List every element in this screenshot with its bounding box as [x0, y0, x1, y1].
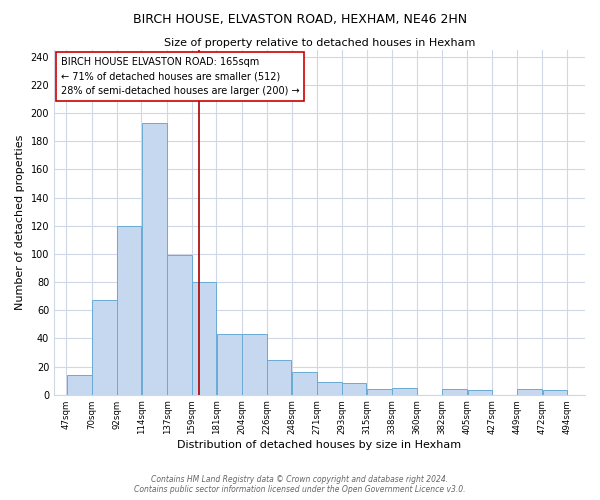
Text: Contains HM Land Registry data © Crown copyright and database right 2024.
Contai: Contains HM Land Registry data © Crown c…	[134, 474, 466, 494]
X-axis label: Distribution of detached houses by size in Hexham: Distribution of detached houses by size …	[178, 440, 461, 450]
Bar	[167, 256, 191, 394]
Bar	[192, 282, 216, 395]
Bar	[442, 389, 467, 394]
Bar	[367, 389, 392, 394]
Bar	[117, 226, 141, 394]
Bar	[217, 334, 242, 394]
Bar	[142, 123, 167, 394]
Bar	[542, 390, 567, 394]
Bar	[317, 382, 342, 394]
Text: BIRCH HOUSE ELVASTON ROAD: 165sqm
← 71% of detached houses are smaller (512)
28%: BIRCH HOUSE ELVASTON ROAD: 165sqm ← 71% …	[61, 56, 299, 96]
Bar	[67, 375, 92, 394]
Bar	[467, 390, 492, 394]
Text: BIRCH HOUSE, ELVASTON ROAD, HEXHAM, NE46 2HN: BIRCH HOUSE, ELVASTON ROAD, HEXHAM, NE46…	[133, 12, 467, 26]
Bar	[292, 372, 317, 394]
Bar	[517, 389, 542, 394]
Y-axis label: Number of detached properties: Number of detached properties	[15, 134, 25, 310]
Bar	[92, 300, 116, 394]
Bar	[242, 334, 267, 394]
Bar	[267, 360, 292, 394]
Bar	[342, 384, 367, 394]
Title: Size of property relative to detached houses in Hexham: Size of property relative to detached ho…	[164, 38, 475, 48]
Bar	[392, 388, 417, 394]
